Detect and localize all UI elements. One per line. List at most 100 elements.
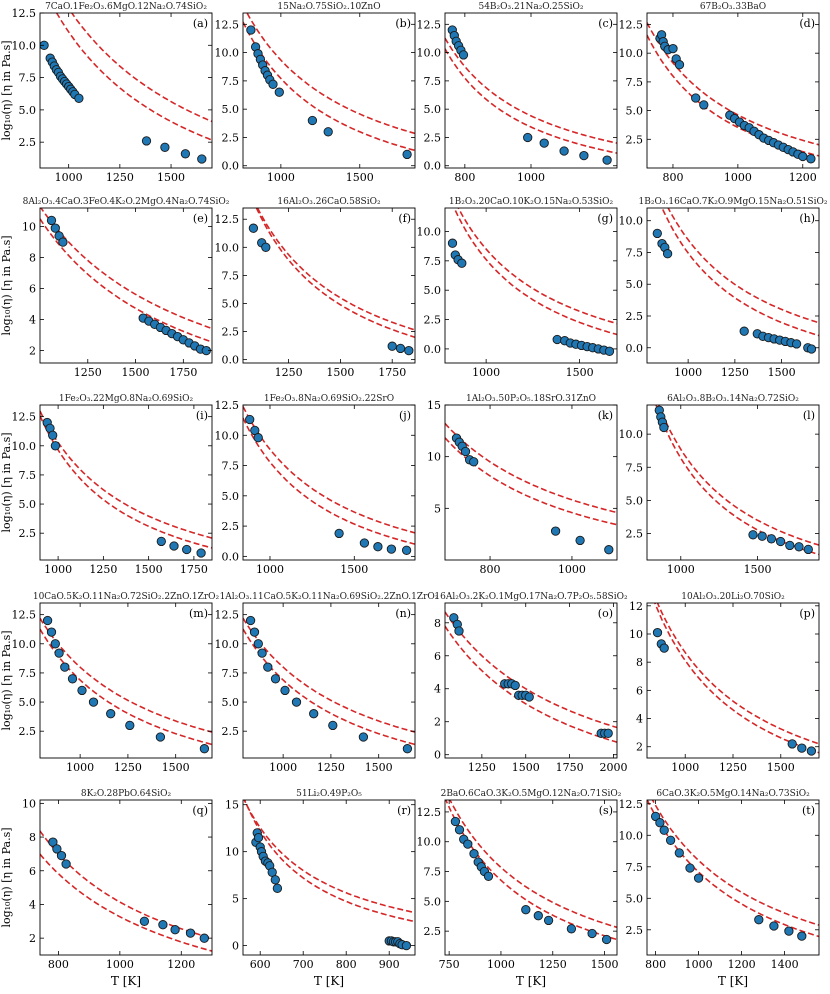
y-tick-label: 10.0: [12, 638, 37, 651]
data-point: [655, 818, 665, 828]
panel-letter: (s): [599, 804, 613, 817]
model-bound-upper: [246, 13, 415, 135]
model-bound-upper: [647, 22, 819, 146]
axes-frame: [444, 404, 618, 561]
x-tick-label: 1500: [340, 563, 368, 576]
data-point: [386, 544, 397, 554]
axes-frame: [444, 12, 618, 169]
plot-area: [40, 13, 212, 164]
data-point: [693, 873, 704, 883]
data-point: [404, 345, 414, 356]
plot-area: [445, 800, 617, 945]
x-tick-label: 1000: [517, 171, 545, 184]
data-point: [359, 538, 370, 548]
model-bound-lower: [243, 800, 415, 923]
axes-frame: [646, 207, 820, 364]
x-tick-label: 1500: [135, 563, 163, 576]
data-point: [566, 924, 577, 934]
x-tick-label: 1500: [767, 761, 795, 774]
data-point: [125, 720, 135, 731]
plot-area: [654, 405, 819, 556]
model-bound-upper: [656, 603, 819, 745]
x-tick-label: 1500: [566, 366, 594, 379]
y-tick-label: 2.5: [626, 133, 644, 146]
y-tick-label: 2.5: [222, 725, 240, 738]
x-tick-label: 1200: [789, 171, 817, 184]
panel-letter: (a): [193, 17, 208, 30]
data-point: [402, 744, 413, 754]
panel-n: 1Al₂O₃.11CaO.5K₂O.11Na₂O.69SiO₂.2ZnO.1Zr…: [215, 592, 439, 774]
y-axis-label: log₁₀(η) [η in Pa.s]: [0, 630, 13, 730]
y-tick-label: 5.0: [19, 696, 37, 709]
data-point: [248, 223, 259, 233]
data-point: [74, 93, 84, 103]
y-tick-label: 5.0: [626, 892, 644, 905]
panel-letter: (j): [399, 409, 411, 422]
y-tick-label: 5.0: [222, 103, 240, 116]
y-tick-label: 10.0: [619, 829, 644, 842]
data-point: [460, 446, 471, 457]
data-point: [387, 341, 397, 351]
data-point: [659, 422, 669, 433]
y-tick-label: 10.0: [215, 429, 240, 442]
model-bound-lower: [40, 218, 212, 343]
data-point: [261, 242, 271, 252]
data-point: [806, 746, 817, 756]
y-tick-label: 7.5: [424, 866, 442, 879]
data-point: [797, 743, 807, 753]
x-tick-label: 700: [293, 958, 314, 971]
panel-m: 10CaO.5K₂O.11Na₂O.72SiO₂.2ZnO.1ZrO₂ 1000 1…: [0, 592, 220, 774]
data-point: [603, 728, 613, 738]
data-point: [158, 920, 168, 930]
panel-title: 7CaO.1Fe₂O₃.6MgO.12Na₂O.74SiO₂: [45, 2, 207, 12]
data-point: [665, 835, 676, 845]
data-point: [652, 228, 662, 239]
panel-b: 15Na₂O.75SiO₂.10ZnO 1000 1500 0.0 2.5 5.0 7.5 1…: [215, 2, 416, 184]
data-point: [180, 149, 191, 159]
x-tick-label: 1750: [180, 563, 208, 576]
data-point: [659, 643, 669, 653]
data-point: [358, 732, 369, 742]
x-axis-label: T [K]: [314, 974, 344, 988]
data-point: [806, 154, 816, 164]
y-tick-label: 7.5: [424, 75, 442, 88]
y-axis-label: log₁₀(η) [η in Pa.s]: [0, 432, 13, 532]
data-point: [699, 100, 709, 110]
y-tick-label: 2.5: [626, 528, 644, 541]
data-point: [46, 627, 57, 637]
y-tick-label: 10.0: [619, 215, 644, 228]
panel-f: 16Al₂O₃.26CaO.58SiO₂ 1250 1500 1750 0.0 2.5 5.…: [215, 197, 416, 379]
y-tick-label: 2: [29, 932, 36, 945]
panel-title: 2BaO.6CaO.3K₂O.5MgO.12Na₂O.71SiO₂: [441, 789, 622, 799]
data-point: [253, 832, 264, 843]
plot-area: [445, 422, 617, 555]
y-tick-label: 10: [225, 846, 239, 859]
data-point: [766, 534, 777, 544]
data-point: [40, 40, 49, 50]
y-tick-label: 0: [232, 940, 239, 953]
y-tick-label: 4: [29, 898, 36, 911]
data-point: [604, 346, 615, 356]
y-tick-label: 2: [636, 741, 643, 754]
x-tick-label: 1000: [685, 958, 713, 971]
y-tick-label: 10.0: [215, 47, 240, 60]
axes-frame: [444, 207, 618, 364]
panel-letter: (p): [799, 607, 815, 620]
x-tick-label: 1500: [157, 171, 185, 184]
y-tick-label: 12.5: [417, 18, 442, 31]
data-point: [328, 720, 338, 731]
x-tick-label: 1000: [487, 958, 515, 971]
data-point: [523, 132, 533, 143]
data-point: [272, 883, 283, 893]
y-tick-label: 8: [434, 617, 441, 630]
panel-title: 1Fe₂O₃.22MgO.8Na₂O.69SiO₂: [59, 394, 194, 404]
x-tick-label: 800: [480, 563, 501, 576]
x-tick-label: 800: [662, 171, 683, 184]
x-tick-label: 1500: [365, 761, 393, 774]
panel-title: 1B₂O₃.20CaO.10K₂O.15Na₂O.53SiO₂: [449, 197, 614, 207]
data-point: [757, 531, 767, 541]
panel-letter: (r): [397, 804, 411, 817]
data-point: [539, 138, 549, 148]
model-bound-upper: [445, 611, 617, 729]
